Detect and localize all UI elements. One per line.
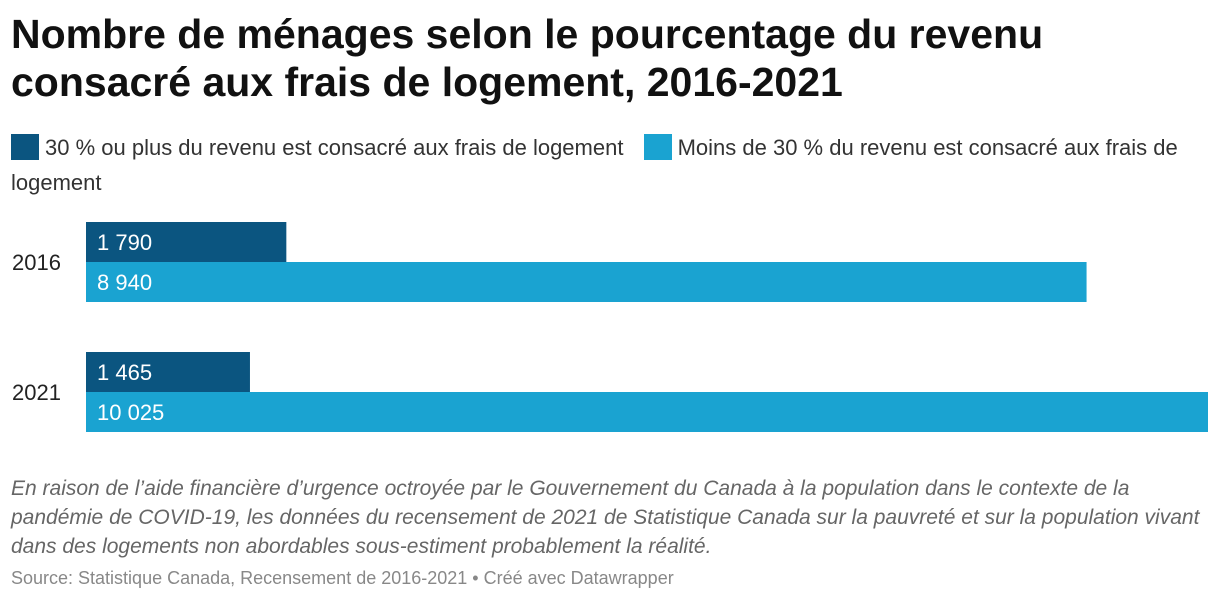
- chart-note: En raison de l’aide financière d’urgence…: [11, 477, 1200, 558]
- category-label-2021: 2021: [12, 380, 61, 405]
- bar-2016-series-1: [86, 222, 287, 262]
- legend-item-series-2: Moins de 30 % du revenu est consacré aux…: [11, 134, 1178, 195]
- category-label-2016: 2016: [12, 250, 61, 275]
- legend-swatch-series-2: [643, 134, 672, 160]
- legend-label-series-1: 30 % ou plus du revenu est consacré aux …: [45, 135, 624, 160]
- legend-swatch-series-1: [11, 134, 39, 160]
- bar-2016-series-2: [86, 262, 1087, 302]
- bar-2021-series-2: [86, 392, 1208, 432]
- data-label-2021-series-2: 10 025: [97, 400, 164, 425]
- chart-title: Nombre de ménages selon le pourcentage d…: [11, 11, 1044, 105]
- legend-label-series-2: Moins de 30 % du revenu est consacré aux…: [11, 135, 1178, 195]
- data-label-2016-series-2: 8 940: [97, 270, 152, 295]
- bar-chart: 2016 1 790 8 940 2021 1 465 10 025: [12, 222, 1208, 432]
- data-label-2016-series-1: 1 790: [97, 230, 152, 255]
- chart-source: Source: Statistique Canada, Recensement …: [11, 568, 674, 588]
- bar-2021-series-1: [86, 352, 250, 392]
- legend: 30 % ou plus du revenu est consacré aux …: [11, 130, 1206, 200]
- legend-item-series-1: 30 % ou plus du revenu est consacré aux …: [11, 134, 624, 160]
- data-label-2021-series-1: 1 465: [97, 360, 152, 385]
